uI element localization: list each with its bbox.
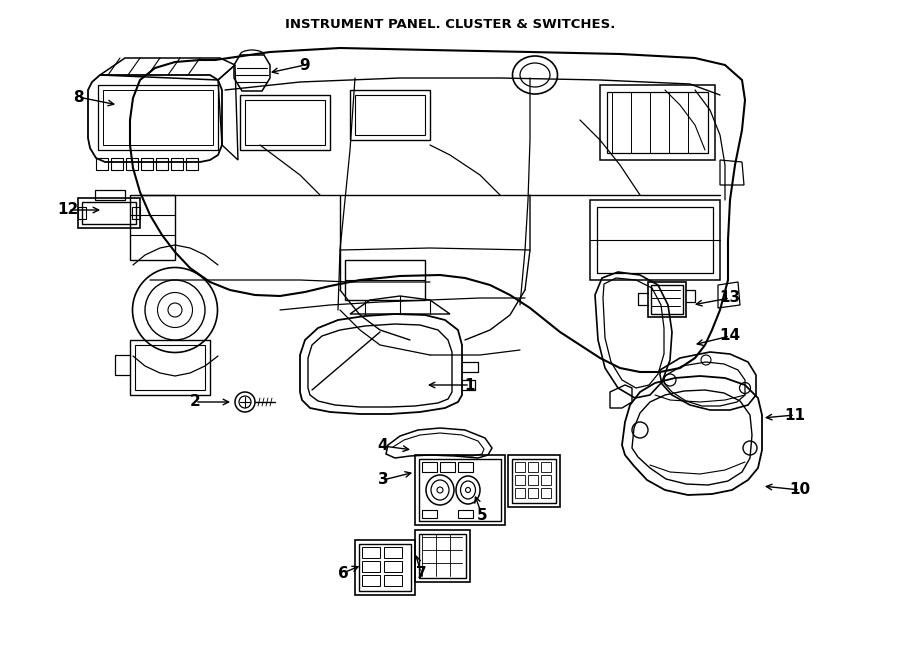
Bar: [132, 207, 140, 219]
Bar: [95, 190, 125, 200]
Bar: [345, 260, 425, 300]
Bar: [384, 575, 402, 586]
Bar: [355, 95, 425, 135]
Text: 14: 14: [719, 329, 741, 344]
Bar: [541, 488, 551, 498]
Text: 9: 9: [300, 58, 310, 73]
Text: 11: 11: [785, 407, 806, 422]
Text: 3: 3: [378, 473, 388, 488]
Bar: [96, 158, 108, 170]
Bar: [458, 510, 473, 518]
Bar: [171, 158, 183, 170]
Bar: [82, 202, 136, 224]
Bar: [362, 547, 380, 558]
Bar: [422, 510, 437, 518]
Bar: [245, 100, 325, 145]
Bar: [515, 488, 525, 498]
Text: INSTRUMENT PANEL. CLUSTER & SWITCHES.: INSTRUMENT PANEL. CLUSTER & SWITCHES.: [284, 18, 616, 31]
Text: 7: 7: [416, 566, 427, 580]
Bar: [78, 198, 140, 228]
Bar: [512, 459, 556, 503]
Bar: [240, 95, 330, 150]
Bar: [384, 561, 402, 572]
Bar: [528, 488, 538, 498]
Bar: [98, 85, 218, 150]
Text: 10: 10: [789, 483, 811, 498]
Bar: [648, 282, 686, 317]
Bar: [528, 475, 538, 485]
Bar: [141, 158, 153, 170]
Bar: [600, 85, 715, 160]
Bar: [515, 475, 525, 485]
Bar: [103, 90, 213, 145]
Bar: [508, 455, 560, 507]
Bar: [651, 285, 683, 314]
Bar: [362, 561, 380, 572]
Bar: [384, 547, 402, 558]
Bar: [126, 158, 138, 170]
Bar: [359, 544, 411, 591]
Bar: [541, 462, 551, 472]
Bar: [541, 475, 551, 485]
Bar: [78, 207, 86, 219]
Bar: [419, 459, 501, 521]
Bar: [415, 530, 470, 582]
Bar: [515, 462, 525, 472]
Text: 13: 13: [719, 290, 741, 305]
Bar: [355, 540, 415, 595]
Text: 1: 1: [464, 377, 475, 393]
Bar: [422, 462, 437, 472]
Text: 5: 5: [477, 508, 487, 522]
Text: 4: 4: [378, 438, 388, 453]
Bar: [350, 90, 430, 140]
Text: 8: 8: [73, 89, 84, 104]
Bar: [415, 455, 505, 525]
Bar: [186, 158, 198, 170]
Text: 6: 6: [338, 566, 348, 580]
Bar: [111, 158, 123, 170]
Bar: [607, 92, 708, 153]
Bar: [590, 200, 720, 280]
Bar: [419, 534, 466, 578]
Bar: [362, 575, 380, 586]
Bar: [458, 462, 473, 472]
Text: 12: 12: [58, 202, 78, 217]
Text: 2: 2: [190, 395, 201, 410]
Bar: [528, 462, 538, 472]
Bar: [156, 158, 168, 170]
Bar: [597, 207, 713, 273]
Bar: [440, 462, 455, 472]
